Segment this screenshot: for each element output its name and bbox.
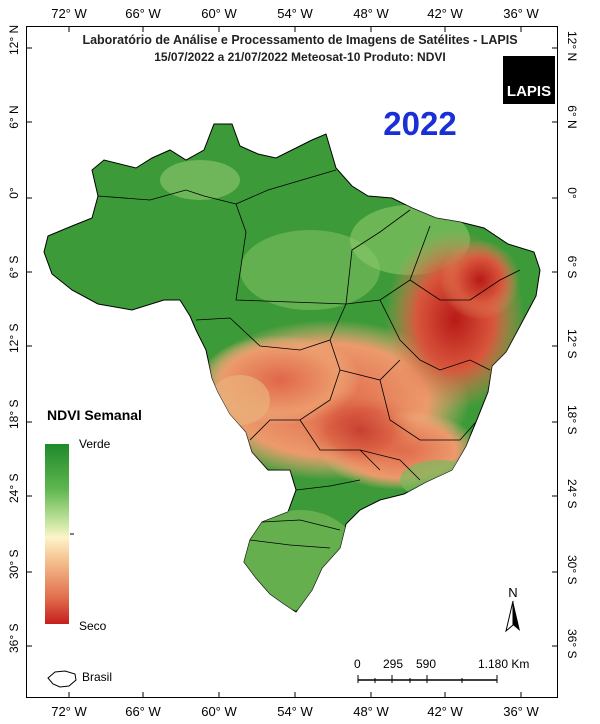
scale-label-1180: 1.180 Km — [478, 657, 530, 671]
legend-high-label: Verde — [79, 437, 111, 451]
lon-label-bottom-66: 66° W — [125, 704, 161, 719]
lon-label-top-72: 72° W — [51, 6, 87, 21]
legend-title: NDVI Semanal — [47, 407, 142, 423]
scale-label-295: 295 — [383, 657, 404, 671]
header-subtitle: 15/07/2022 a 21/07/2022 Meteosat-10 Prod… — [154, 50, 446, 64]
header-title: Laboratório de Análise e Processamento d… — [82, 33, 518, 47]
brasil-label: Brasil — [82, 670, 113, 684]
north-arrow-icon: N — [505, 585, 520, 633]
year-label: 2022 — [383, 105, 457, 142]
legend-colorbar — [45, 444, 69, 624]
lon-label-top-36: 36° W — [503, 6, 539, 21]
logo-text: LAPIS — [506, 83, 552, 100]
scale-label-0: 0 — [354, 657, 361, 671]
lon-label-top-42: 42° W — [427, 6, 463, 21]
lapis-logo: LAPIS — [503, 56, 555, 104]
lon-label-bottom-48: 48° W — [353, 704, 389, 719]
lon-label-top-60: 60° W — [201, 6, 237, 21]
lon-label-bottom-42: 42° W — [427, 704, 463, 719]
brasil-outline-icon — [47, 670, 77, 688]
lon-label-top-66: 66° W — [125, 6, 161, 21]
lon-label-bottom-54: 54° W — [277, 704, 313, 719]
legend-low-label: Seco — [79, 619, 107, 633]
scale-label-590: 590 — [416, 657, 437, 671]
lon-label-top-48: 48° W — [353, 6, 389, 21]
lon-label-bottom-60: 60° W — [201, 704, 237, 719]
state-boundaries — [97, 169, 521, 549]
lon-label-bottom-36: 36° W — [503, 704, 539, 719]
lon-label-top-54: 54° W — [277, 6, 313, 21]
north-label: N — [508, 585, 517, 600]
lon-label-bottom-72: 72° W — [51, 704, 87, 719]
